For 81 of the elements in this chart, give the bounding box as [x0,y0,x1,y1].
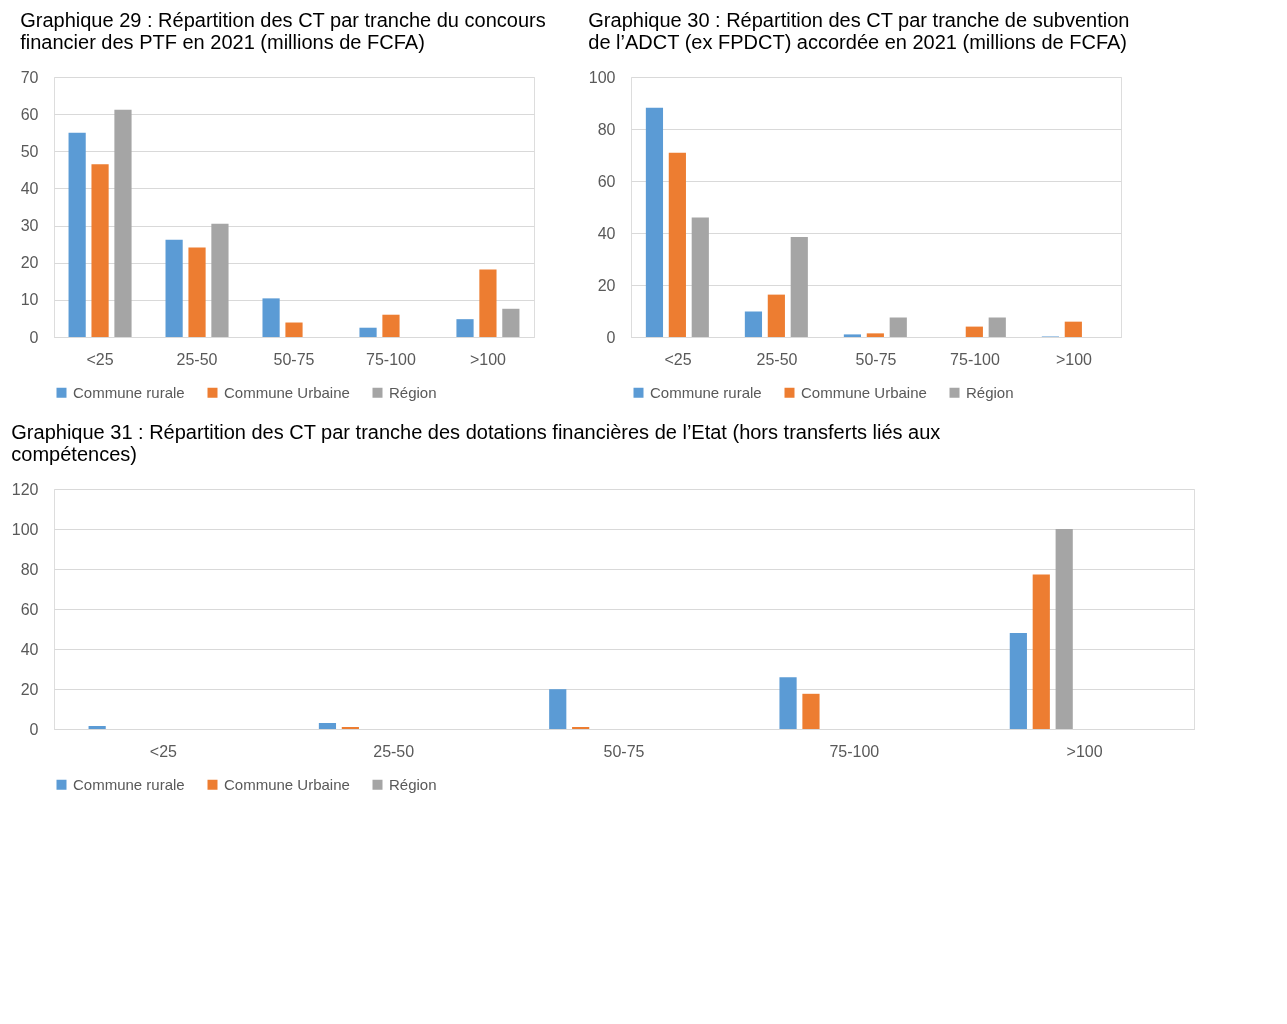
bar [68,132,86,337]
bar [965,326,983,337]
legend-label: Commune Urbaine [801,383,927,401]
x-tick-label: 50-75 [603,742,645,760]
y-tick-label: 60 [20,105,39,123]
x-tick-label: <25 [149,742,178,760]
bar [744,311,763,337]
legend-label: Commune rurale [73,383,185,401]
chart-title: Graphique 30 : Répartition des CT par tranche de subvention de l’ADCT (ex FPDCT) accordée en 2021 (millions de FCFA) [588,9,1130,53]
bar [318,723,337,729]
bar [889,317,907,337]
y-tick-label: 0 [29,328,39,346]
legend-label: Région [389,775,437,793]
x-tick-label: >100 [469,350,507,368]
bar [91,164,109,337]
bar [1055,529,1073,729]
bar [359,327,377,337]
y-tick-label: 40 [20,179,39,197]
bar [691,217,709,337]
y-tick-label: 50 [20,142,39,160]
bar [502,308,520,337]
legend-label: Région [389,383,437,401]
bar [165,239,183,337]
x-tick-label: 75-100 [366,350,416,368]
y-tick-label: 20 [597,276,616,294]
y-tick-label: 120 [11,480,39,498]
y-tick-label: 80 [597,120,616,138]
x-tick-label: 75-100 [950,350,1000,368]
bar [866,333,884,337]
legend-label: Commune Urbaine [224,383,350,401]
y-tick-label: 100 [588,68,616,86]
bar [1064,321,1082,337]
bar [456,319,474,337]
legend-label: Commune rurale [73,775,185,793]
legend-label: Commune Urbaine [224,775,350,793]
x-tick-label: 50-75 [273,350,315,368]
y-tick-label: 100 [11,520,39,538]
bar [549,689,567,729]
bar [262,298,280,337]
x-tick-label: 25-50 [176,350,218,368]
y-tick-label: 10 [20,291,39,309]
bar [988,317,1006,337]
y-tick-label: 40 [597,224,616,242]
bar [668,152,686,337]
bar [88,726,106,729]
bar [1009,633,1027,729]
bar [382,314,400,337]
y-tick-label: 80 [20,560,39,578]
bar [188,247,206,337]
y-tick-label: 20 [20,680,39,698]
x-tick-label: <25 [664,350,692,368]
chart-title: Graphique 29 : Répartition des CT par tranche du concours financier des PTF en 2021 (millions de FCFA) [20,9,546,53]
bar [114,109,132,337]
bar [645,107,664,337]
legend-label: Commune rurale [650,383,762,401]
x-tick-label: >100 [1066,742,1103,760]
y-tick-label: 60 [597,172,616,190]
x-tick-label: 25-50 [373,742,415,760]
y-tick-label: 0 [606,328,616,346]
chart-title: Graphique 31 : Répartition des CT par tranche des dotations financières de l’Etat (hors transferts liés aux compétences) [11,421,941,465]
legend-label: Région [966,383,1014,401]
x-tick-label: 75-100 [829,742,880,760]
bar [211,223,229,337]
y-tick-label: 20 [20,254,39,272]
bar [779,677,797,729]
y-tick-label: 30 [20,217,39,235]
bar [285,322,303,337]
x-tick-label: 50-75 [855,350,897,368]
y-tick-label: 70 [20,68,39,86]
y-tick-label: 0 [29,720,39,738]
bar [790,236,808,337]
bar [767,294,785,337]
bar [1032,574,1050,729]
x-tick-label: >100 [1055,350,1093,368]
x-tick-label: 25-50 [756,350,798,368]
y-tick-label: 40 [20,640,39,658]
bar [479,269,497,337]
x-tick-label: <25 [86,350,114,368]
bar [802,693,820,729]
y-tick-label: 60 [20,600,39,618]
bar [843,334,862,337]
